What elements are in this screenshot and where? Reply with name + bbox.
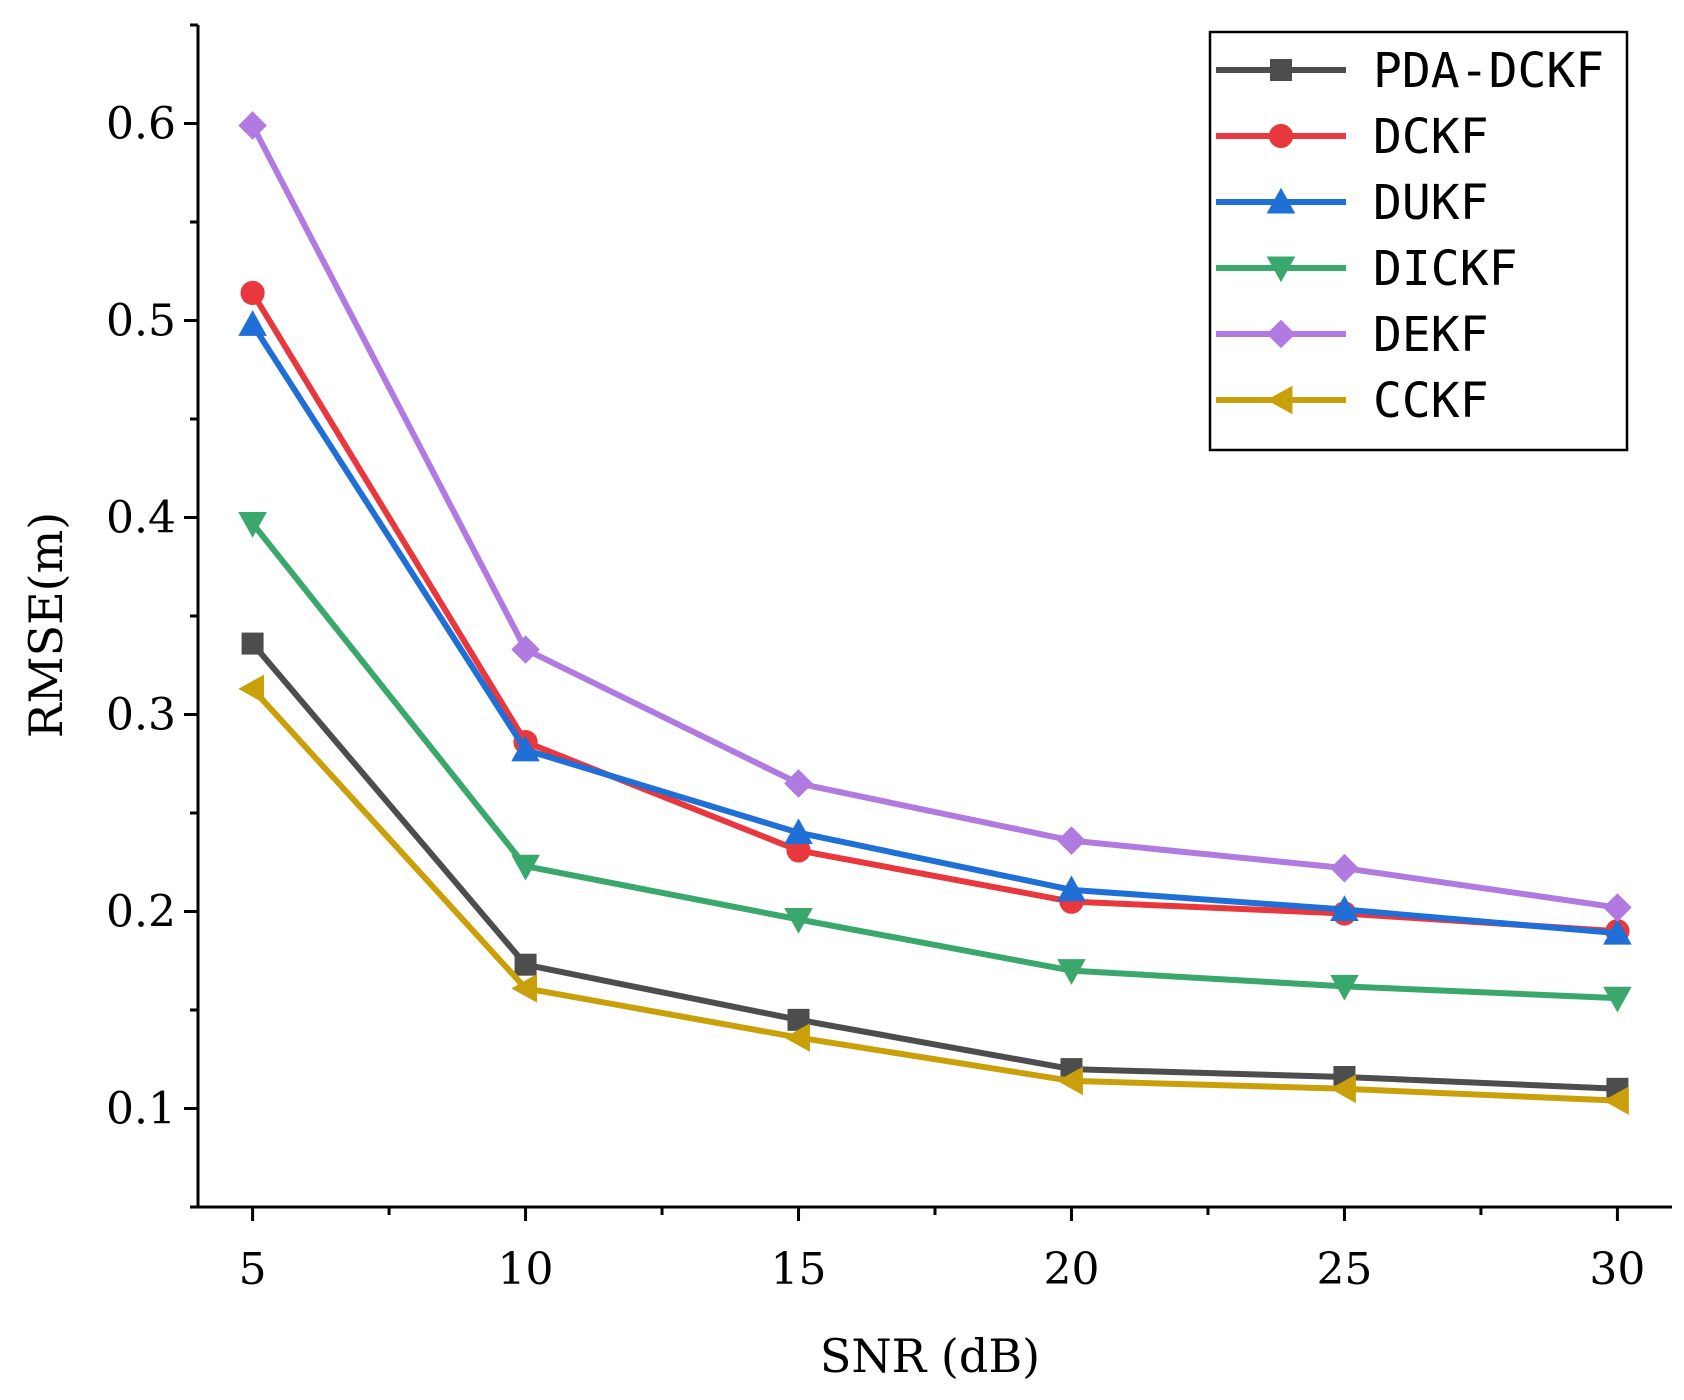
series-line [250,641,1618,1092]
x-tick-label: 30 [1589,1244,1645,1295]
x-tick-label: 25 [1316,1244,1372,1295]
legend-label: DICKF [1373,241,1518,297]
data-point [1603,893,1632,922]
x-tick-label: 10 [498,1244,554,1295]
legend-label: DCKF [1373,109,1489,165]
legend: PDA-DCKF DCKF DUKF DICKF DEKF CCKF [1208,30,1629,452]
x-tick-label: 15 [771,1244,827,1295]
legend-marker [1268,123,1294,149]
data-point [238,111,267,140]
data-point [514,953,537,976]
y-tick-label: 0.3 [106,690,176,741]
data-point [786,838,811,863]
legend-label: DEKF [1373,307,1489,363]
series-dukf [238,310,1632,945]
series-pda-dckf [241,632,1629,1100]
legend-box [1208,30,1629,452]
y-tick-label: 0.1 [106,1084,176,1135]
data-point [1603,986,1632,1013]
data-point [511,735,540,762]
axes: 5 10 15 20 25 30 0.1 0.2 0.3 0.4 0.5 0.6 [106,23,1672,1295]
legend-marker [1266,319,1296,349]
data-point [784,907,813,934]
legend-entry: DEKF [1216,307,1489,363]
data-point [1057,959,1086,985]
data-point [1330,853,1359,883]
series-line [250,322,1618,937]
data-point [784,769,813,798]
series-line [250,686,1618,1104]
data-point [1603,918,1632,945]
legend-entry: DUKF [1216,175,1489,231]
x-tick-label: 20 [1043,1244,1099,1295]
legend-marker [1270,59,1292,81]
legend-marker [1266,256,1296,283]
data-point [238,674,265,704]
x-tick-label: 5 [239,1244,267,1295]
data-point [1330,974,1359,1001]
data-point [238,310,267,336]
legend-entry: DICKF [1216,241,1518,297]
legend-label: PDA-DCKF [1373,43,1604,99]
series-cckf [238,674,1629,1115]
legend-entry: CCKF [1216,373,1489,429]
plot-area [238,111,1632,1115]
data-point [1057,1066,1083,1096]
data-point [511,635,540,664]
data-point [511,974,537,1003]
data-point [784,1023,810,1052]
y-tick-label: 0.6 [106,99,176,150]
data-point [784,818,813,845]
data-point [1603,1086,1629,1115]
x-axis-title: SNR (dB) [820,1329,1040,1383]
data-point [511,854,540,881]
legend-marker [1266,187,1296,214]
series-dekf [238,111,1632,922]
series-line [250,521,1618,1002]
y-tick-label: 0.4 [106,493,176,544]
y-tick-label: 0.2 [106,887,176,938]
data-point [240,280,265,306]
data-point [1330,895,1359,921]
data-point [241,632,264,655]
series-dickf [238,511,1632,1013]
legend-label: CCKF [1373,373,1489,429]
legend-label: DUKF [1373,175,1489,231]
data-point [787,1008,810,1031]
legend-marker [1266,385,1293,415]
legend-entry: PDA-DCKF [1216,43,1604,99]
series-line [249,124,1618,911]
legend-entry: DCKF [1216,109,1489,165]
data-point [1057,875,1086,902]
data-point [1330,1074,1356,1104]
data-point [1057,826,1086,855]
y-tick-label: 0.5 [106,296,176,347]
y-axis-title: RMSE(m) [19,512,73,738]
data-point [238,511,267,538]
